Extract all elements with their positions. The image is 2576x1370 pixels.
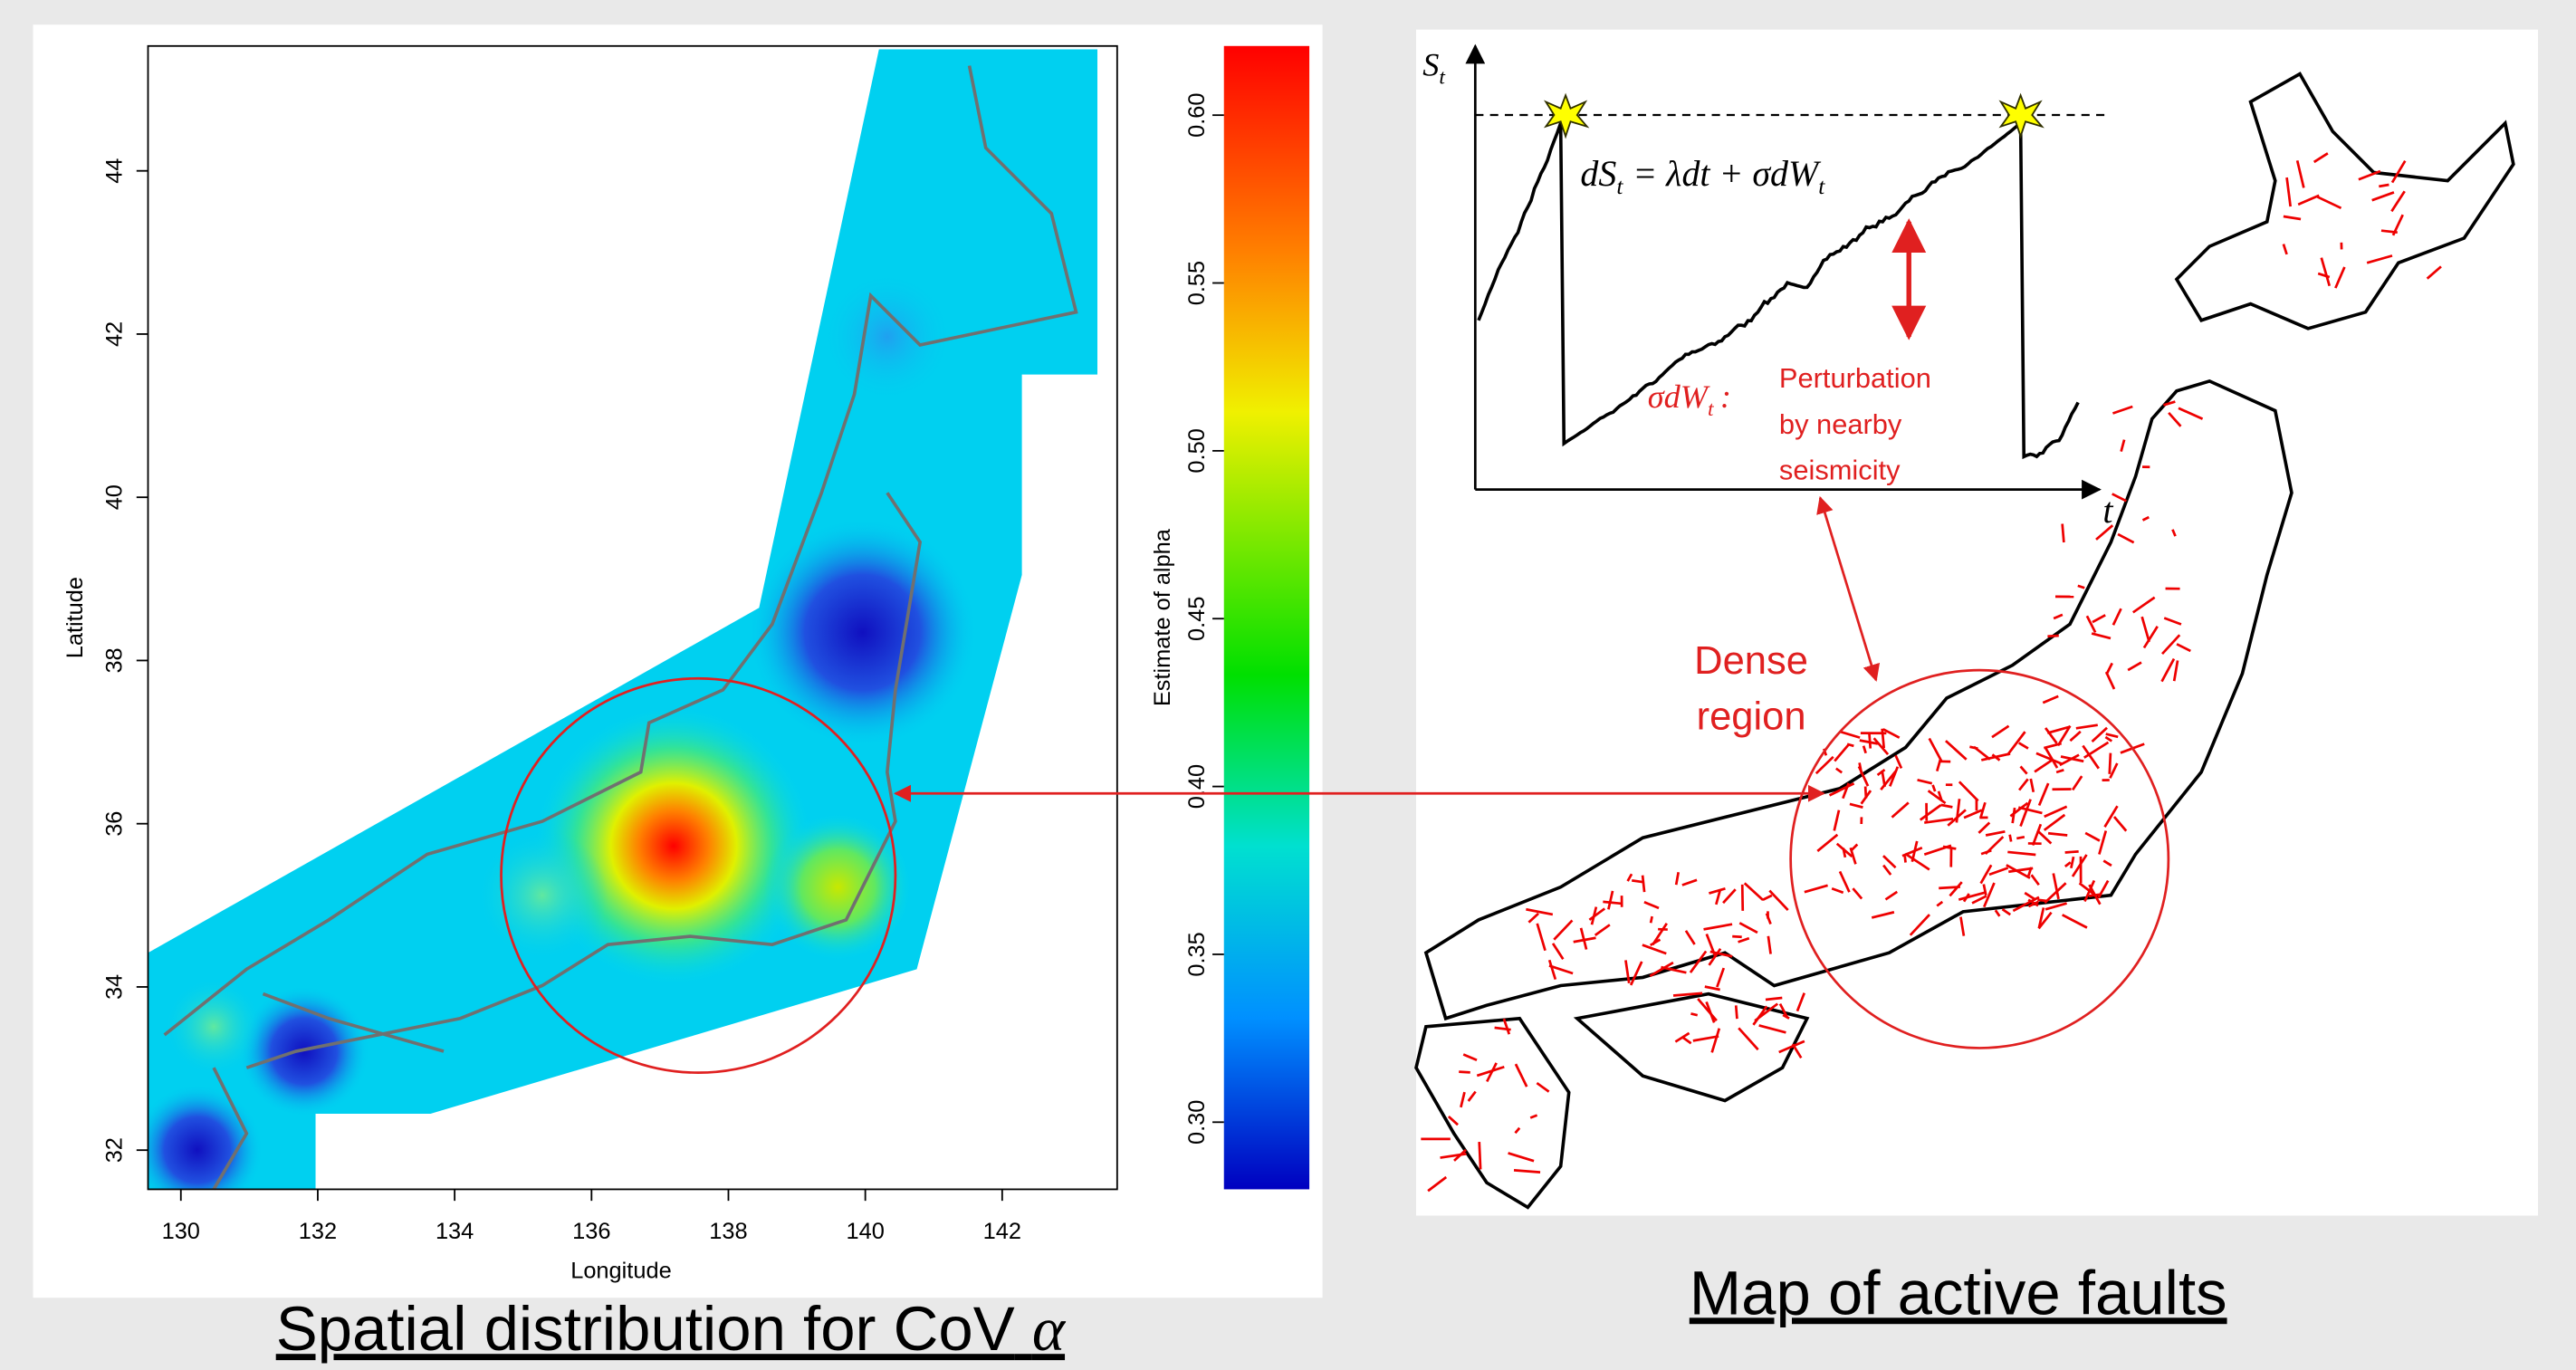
- fault: [1736, 1005, 1737, 1019]
- noise-main: σdW: [1648, 378, 1710, 415]
- y-tick-label: 44: [101, 158, 127, 184]
- y-tick-label: 42: [101, 321, 127, 347]
- colorbar-tick-label: 0.35: [1184, 932, 1210, 976]
- fault: [1905, 856, 1906, 862]
- y-tick-label: 32: [101, 1137, 127, 1163]
- perturbation-line: seismicity: [1779, 455, 1901, 486]
- x-tick-label: 142: [983, 1219, 1021, 1244]
- fault: [1459, 1072, 1470, 1073]
- fault: [2047, 636, 2058, 637]
- x-tick-label: 130: [162, 1219, 200, 1244]
- noise-colon: :: [1720, 378, 1731, 415]
- fault: [2016, 837, 2025, 838]
- fault: [2063, 523, 2064, 542]
- x-tick-label: 134: [436, 1219, 474, 1244]
- x-tick-label: 138: [709, 1219, 747, 1244]
- caption-symbol: α: [1032, 1295, 1067, 1364]
- caption-text: Spatial distribution for CoV: [276, 1294, 1015, 1364]
- colorbar-tick-label: 0.55: [1184, 261, 1210, 305]
- y-axis-label: Latitude: [62, 577, 88, 658]
- x-tick-label: 140: [846, 1219, 884, 1244]
- colorbar-tick-label: 0.40: [1184, 764, 1210, 809]
- fault: [1651, 916, 1652, 923]
- dense-line: region: [1697, 695, 1806, 738]
- eq-lhs-sub: t: [1616, 174, 1623, 199]
- fault: [2110, 753, 2111, 774]
- fault: [1690, 1013, 1697, 1015]
- fault: [1603, 902, 1621, 904]
- colorbar-tick-label: 0.30: [1184, 1100, 1210, 1145]
- left-caption: Spatial distribution for CoV α: [276, 1294, 1067, 1364]
- fault: [1869, 733, 1870, 749]
- fault: [1939, 886, 1960, 887]
- colorbar-tick-label: 0.60: [1184, 92, 1210, 137]
- eq-lhs: dS: [1580, 153, 1616, 194]
- page: 130 132 134 136 138 140 142 32 34 36 38 40 42 44 0.30 0…: [0, 0, 2576, 1370]
- colorbar-tick-label: 0.45: [1184, 597, 1210, 641]
- y-label-main: S: [1422, 46, 1439, 82]
- eq-rhs-sub: t: [1818, 174, 1825, 199]
- fault: [1632, 880, 1642, 882]
- fault: [2379, 185, 2389, 187]
- dense-line: Dense: [1694, 639, 1808, 683]
- colorbar-tick-label: 0.50: [1184, 428, 1210, 473]
- x-tick-label: 132: [299, 1219, 337, 1244]
- fault: [2065, 851, 2079, 852]
- fault: [1969, 747, 1977, 749]
- y-tick-label: 34: [101, 974, 127, 1000]
- fault: [2010, 835, 2011, 842]
- colorbar: [1224, 46, 1309, 1190]
- slide: 130 132 134 136 138 140 142 32 34 36 38 40 42 44 0.30 0…: [0, 0, 2576, 1370]
- eq-rhs: = λdt + σdW: [1633, 153, 1822, 194]
- x-tick-label: 136: [572, 1219, 610, 1244]
- perturbation-line: Perturbation: [1779, 362, 1931, 394]
- y-tick-label: 36: [101, 811, 127, 837]
- y-tick-label: 40: [101, 484, 127, 510]
- perturbation-line: by nearby: [1779, 408, 1902, 440]
- colorbar-label: Estimate of alpha: [1150, 528, 1175, 706]
- right-caption: Map of active faults: [1690, 1258, 2227, 1327]
- inset-x-label: t: [2102, 490, 2113, 531]
- y-tick-label: 38: [101, 647, 127, 673]
- x-axis-label: Longitude: [570, 1258, 671, 1283]
- fault: [1732, 936, 1741, 937]
